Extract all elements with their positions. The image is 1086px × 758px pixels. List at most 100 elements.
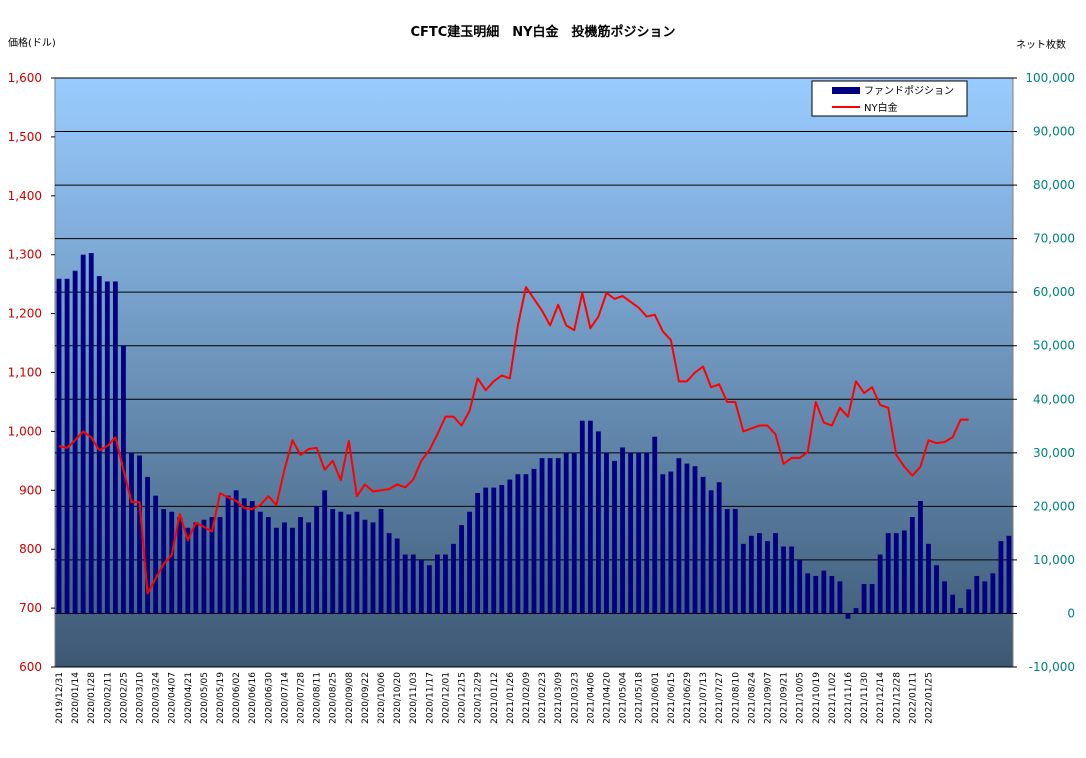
position-bar	[668, 471, 674, 614]
y-left-tick-label: 900	[19, 483, 42, 497]
x-tick-label: 2021/10/19	[812, 672, 822, 724]
position-bar	[96, 276, 102, 614]
position-bar	[507, 479, 513, 614]
x-tick-label: 2020/10/20	[393, 672, 403, 724]
position-bar	[845, 613, 851, 619]
legend-label-position: ファンドポジション	[864, 85, 954, 97]
x-tick-label: 2020/06/16	[248, 672, 258, 724]
x-tick-label: 2021/05/18	[635, 672, 645, 724]
y-right-tick-label: 30,000	[1033, 446, 1075, 460]
position-bar	[781, 546, 786, 614]
x-tick-label: 2021/11/16	[844, 672, 854, 724]
position-bar	[628, 452, 634, 614]
x-tick-label: 2020/11/03	[409, 672, 419, 724]
y-right-tick-label: 70,000	[1033, 232, 1075, 246]
x-tick-label: 2020/09/08	[345, 672, 355, 724]
position-bar	[676, 458, 682, 614]
position-bar	[869, 584, 875, 614]
position-bar	[765, 541, 770, 614]
x-tick-label: 2020/05/05	[200, 672, 210, 724]
position-bar	[990, 573, 996, 614]
y-left-tick-label: 700	[19, 601, 42, 615]
position-bar	[797, 559, 803, 614]
position-bar	[692, 466, 698, 614]
position-bar	[201, 519, 207, 614]
y-right-tick-label: 90,000	[1033, 125, 1075, 139]
position-bar	[443, 554, 448, 614]
x-tick-label: 2021/09/21	[780, 672, 790, 724]
position-bar	[249, 501, 255, 614]
y-right-tick-label: 60,000	[1033, 285, 1075, 299]
x-tick-label: 2021/11/02	[828, 672, 838, 724]
position-bar	[282, 522, 287, 614]
y-axis-left: 600 700 800 900 1,000 1,100 1,200 1,300 1,400 1,5…	[8, 71, 55, 674]
legend-label-price: NY白金	[864, 101, 898, 114]
x-tick-label: 2020/12/15	[458, 672, 468, 724]
price-line	[58, 286, 969, 595]
y-left-tick-label: 1,600	[8, 71, 42, 85]
position-bar	[459, 525, 464, 614]
y-left-tick-label: 1,000	[8, 424, 42, 438]
legend: ファンドポジション NY白金	[811, 80, 968, 117]
y-right-tick-label: 80,000	[1033, 178, 1075, 192]
position-bar	[306, 522, 311, 614]
x-tick-label: 2020/08/11	[313, 672, 323, 724]
position-bar	[354, 511, 360, 614]
position-bar	[56, 278, 62, 614]
x-tick-label: 2021/09/07	[763, 672, 773, 724]
x-tick-label: 2020/08/25	[329, 672, 339, 724]
position-bar	[322, 490, 328, 614]
x-tick-label: 2021/06/29	[683, 672, 693, 724]
x-tick-label: 2020/03/24	[152, 672, 162, 724]
y-left-tick-label: 1,400	[8, 189, 42, 203]
position-bar	[861, 584, 867, 614]
position-bar	[877, 554, 883, 614]
position-bar	[652, 436, 658, 614]
position-bar	[80, 254, 86, 614]
x-tick-label: 2020/07/28	[297, 672, 307, 724]
x-tick-label: 2020/06/02	[232, 672, 242, 724]
x-tick-label: 2021/04/06	[586, 672, 596, 724]
position-bar	[185, 527, 191, 614]
bar-series	[56, 253, 1012, 619]
position-bar	[298, 517, 303, 614]
position-bar	[740, 543, 746, 614]
x-tick-label: 2021/01/26	[506, 672, 516, 724]
position-bar	[394, 538, 400, 614]
position-bar	[129, 452, 134, 614]
x-tick-label: 2021/08/24	[747, 672, 757, 724]
x-tick-label: 2021/10/05	[796, 672, 806, 724]
position-bar	[708, 490, 714, 614]
position-bar	[893, 533, 899, 614]
x-tick-label: 2021/04/20	[602, 672, 612, 724]
position-bar	[571, 452, 577, 614]
position-bar	[604, 452, 609, 614]
y-axis-left-title: 価格(ドル)	[8, 36, 56, 49]
position-bar	[716, 482, 722, 614]
x-tick-label: 2020/12/01	[441, 672, 451, 724]
position-bar	[410, 554, 416, 614]
x-tick-label: 2020/02/25	[119, 672, 129, 724]
position-bar	[813, 575, 819, 614]
position-bar	[555, 458, 561, 614]
x-tick-label: 2021/02/09	[522, 672, 532, 724]
position-bar	[137, 455, 142, 614]
x-tick-label: 2020/06/30	[264, 672, 274, 724]
position-bar	[121, 345, 126, 614]
x-tick-label: 2020/02/11	[103, 672, 113, 724]
position-bar	[563, 452, 569, 614]
position-bar	[909, 517, 915, 614]
position-bar	[88, 253, 94, 614]
x-tick-label: 2020/10/06	[377, 672, 387, 724]
x-tick-label: 2020/07/14	[280, 672, 290, 724]
x-tick-label: 2021/01/12	[490, 672, 500, 724]
y-right-tick-label: 50,000	[1033, 339, 1075, 353]
x-tick-label: 2022/01/25	[924, 672, 934, 724]
position-bar	[982, 581, 988, 614]
position-bar	[104, 281, 110, 614]
x-tick-label: 2021/12/14	[876, 672, 886, 724]
position-bar	[644, 452, 650, 614]
x-tick-label: 2020/11/17	[425, 672, 435, 724]
position-bar	[612, 460, 617, 614]
